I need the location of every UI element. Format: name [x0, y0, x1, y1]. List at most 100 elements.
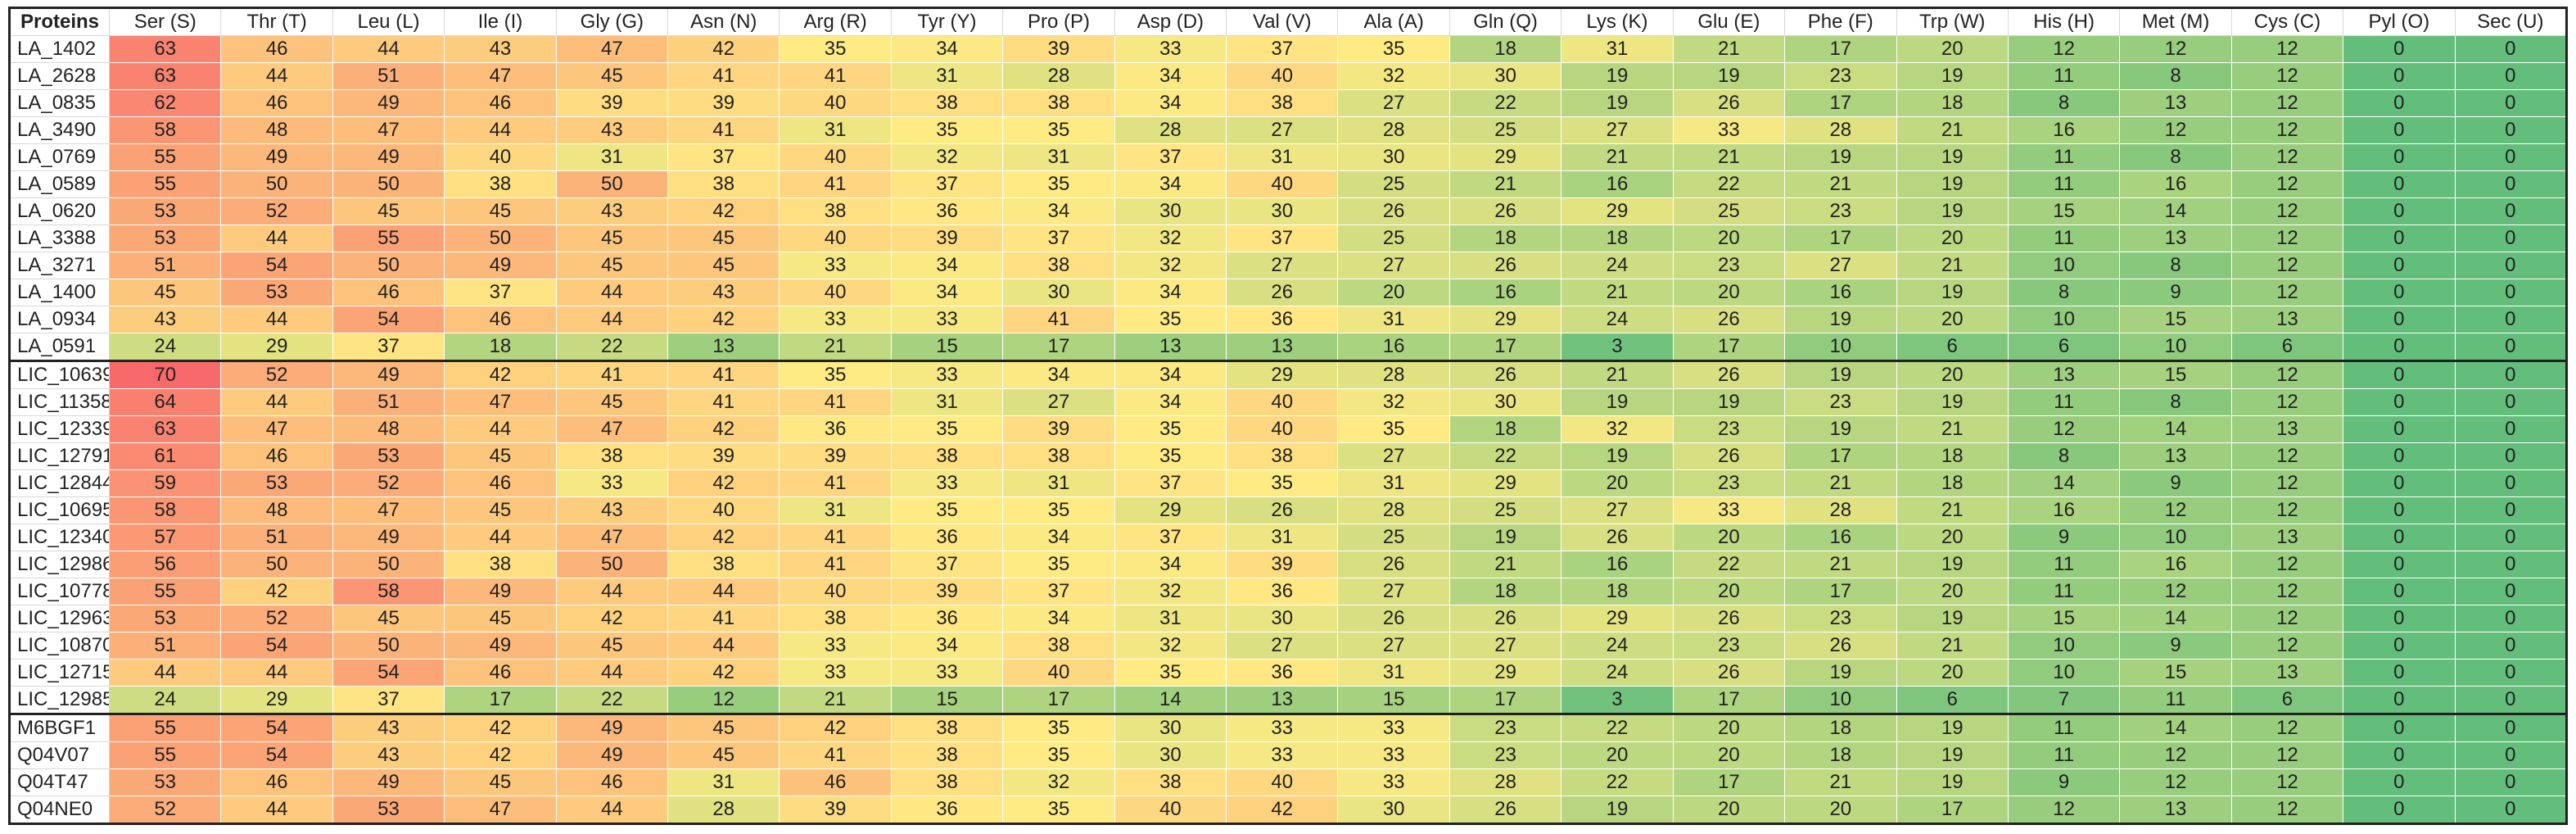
count-cell: 10	[2119, 524, 2232, 551]
count-cell: 8	[2007, 442, 2121, 470]
count-cell: 40	[779, 279, 892, 306]
data-row: LA_0589 55 50 50 38 50 38 41 37 35 34 40 25 21 16 22 21 1…	[9, 170, 2568, 198]
count-cell: 18	[1561, 224, 1674, 252]
count-cell: 11	[2007, 224, 2121, 252]
data-row: Q04V07 55 54 43 42 49 45 41 38 35 30 33 33 23 20 20 18 19…	[9, 741, 2568, 769]
count-cell: 27	[1448, 632, 1562, 659]
protein-name: LIC_12985	[9, 686, 110, 715]
count-cell: 46	[220, 89, 333, 117]
column-header: Ser (S)	[108, 7, 222, 36]
count-cell: 42	[667, 415, 780, 443]
count-cell: 35	[1337, 415, 1450, 443]
count-cell: 12	[2230, 605, 2344, 632]
count-cell: 42	[444, 741, 557, 769]
count-cell: 30	[1337, 795, 1450, 825]
count-cell: 26	[1784, 632, 1897, 659]
count-cell: 35	[890, 116, 1004, 144]
count-cell: 22	[555, 686, 669, 715]
count-cell: 21	[1896, 415, 2009, 443]
count-cell: 53	[220, 469, 333, 497]
count-cell: 39	[779, 795, 892, 825]
count-cell: 0	[2454, 714, 2568, 742]
count-cell: 26	[1672, 605, 1786, 632]
data-row: LIC_10870 51 54 50 49 45 44 33 34 38 32 27 27 27 24 23 2…	[9, 632, 2568, 659]
count-cell: 42	[1226, 795, 1339, 825]
count-cell: 50	[332, 170, 445, 198]
count-cell: 41	[779, 388, 892, 416]
count-cell: 50	[555, 170, 669, 198]
count-cell: 47	[332, 116, 445, 144]
count-cell: 19	[1561, 89, 1674, 117]
count-cell: 20	[1896, 360, 2009, 389]
count-cell: 55	[108, 578, 222, 605]
count-cell: 43	[444, 35, 557, 63]
data-row: LA_1402 63 46 44 43 47 42 35 34 39 33 37 35 18 31 21 17 2…	[9, 35, 2568, 63]
count-cell: 48	[332, 415, 445, 443]
count-cell: 15	[2119, 306, 2232, 333]
count-cell: 13	[2230, 306, 2344, 333]
count-cell: 44	[555, 659, 669, 687]
count-cell: 55	[108, 143, 222, 171]
count-cell: 35	[779, 360, 892, 389]
count-cell: 41	[779, 469, 892, 497]
count-cell: 14	[2007, 469, 2121, 497]
count-cell: 44	[667, 578, 780, 605]
count-cell: 0	[2454, 551, 2568, 578]
count-cell: 12	[2119, 741, 2232, 769]
count-cell: 42	[667, 524, 780, 551]
count-cell: 58	[108, 116, 222, 144]
count-cell: 18	[1784, 714, 1897, 742]
count-cell: 0	[2343, 252, 2456, 279]
count-cell: 44	[555, 795, 669, 825]
count-cell: 38	[1226, 442, 1339, 470]
column-header: Thr (T)	[220, 7, 333, 36]
count-cell: 39	[555, 89, 669, 117]
count-cell: 12	[2230, 252, 2344, 279]
count-cell: 49	[444, 252, 557, 279]
count-cell: 31	[1337, 306, 1450, 333]
count-cell: 3	[1561, 333, 1674, 362]
count-cell: 26	[1672, 306, 1786, 333]
count-cell: 17	[1784, 89, 1897, 117]
count-cell: 38	[890, 89, 1004, 117]
heatmap-table: Proteins Ser (S) Thr (T) Leu (L) Ile (I) Gly …	[8, 7, 2568, 825]
count-cell: 42	[667, 35, 780, 63]
count-cell: 44	[220, 388, 333, 416]
count-cell: 19	[1784, 306, 1897, 333]
column-header: Phe (F)	[1784, 7, 1897, 36]
count-cell: 12	[2230, 496, 2344, 524]
count-cell: 22	[1448, 89, 1562, 117]
count-cell: 8	[2007, 89, 2121, 117]
protein-name: LIC_12844	[9, 469, 110, 497]
count-cell: 45	[108, 279, 222, 306]
count-cell: 53	[108, 768, 222, 796]
count-cell: 12	[2230, 469, 2344, 497]
count-cell: 40	[1226, 170, 1339, 198]
count-cell: 41	[667, 388, 780, 416]
count-cell: 12	[2230, 143, 2344, 171]
count-cell: 13	[2230, 415, 2344, 443]
count-cell: 39	[779, 442, 892, 470]
count-cell: 50	[332, 632, 445, 659]
protein-name: LA_0769	[9, 143, 110, 171]
count-cell: 58	[332, 578, 445, 605]
count-cell: 37	[1114, 524, 1227, 551]
count-cell: 12	[2230, 632, 2344, 659]
count-cell: 45	[667, 741, 780, 769]
count-cell: 42	[667, 469, 780, 497]
count-cell: 33	[1337, 741, 1450, 769]
count-cell: 0	[2343, 116, 2456, 144]
count-cell: 50	[555, 551, 669, 578]
count-cell: 51	[108, 252, 222, 279]
count-cell: 22	[1672, 551, 1786, 578]
count-cell: 11	[2007, 741, 2121, 769]
count-cell: 30	[1448, 388, 1562, 416]
count-cell: 34	[890, 252, 1004, 279]
data-row: LA_3388 53 44 55 50 45 45 40 39 37 32 37 25 18 18 20 17 2…	[9, 224, 2568, 252]
count-cell: 44	[108, 659, 222, 687]
count-cell: 8	[2119, 143, 2232, 171]
count-cell: 52	[220, 605, 333, 632]
count-cell: 46	[220, 35, 333, 63]
column-header: Asn (N)	[667, 7, 780, 36]
count-cell: 35	[1002, 170, 1115, 198]
